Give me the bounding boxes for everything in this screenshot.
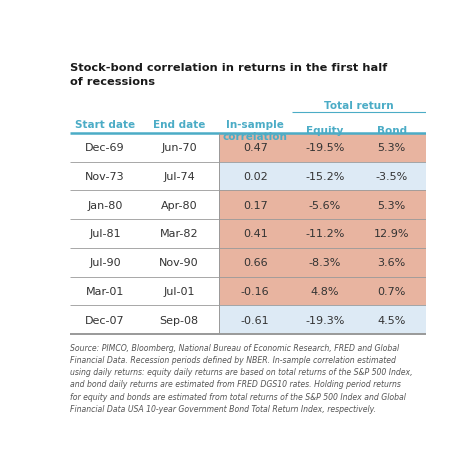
- Text: 0.41: 0.41: [243, 229, 268, 239]
- Text: 5.3%: 5.3%: [377, 143, 406, 153]
- Text: Apr-80: Apr-80: [161, 200, 198, 210]
- Text: Dec-07: Dec-07: [85, 315, 125, 325]
- Bar: [219, 162, 292, 191]
- Text: Mar-01: Mar-01: [86, 287, 124, 296]
- Bar: [358, 306, 426, 334]
- Bar: [358, 220, 426, 248]
- Text: Start date: Start date: [75, 120, 135, 129]
- Text: End date: End date: [153, 120, 205, 129]
- Text: Jun-70: Jun-70: [161, 143, 197, 153]
- Bar: [292, 133, 358, 162]
- Text: 5.3%: 5.3%: [377, 200, 406, 210]
- Bar: [292, 220, 358, 248]
- Text: 0.02: 0.02: [243, 172, 268, 182]
- Text: Jul-01: Jul-01: [164, 287, 195, 296]
- Text: Sep-08: Sep-08: [159, 315, 199, 325]
- Bar: [358, 191, 426, 220]
- Text: Jul-90: Jul-90: [89, 258, 121, 268]
- Text: Jan-80: Jan-80: [87, 200, 123, 210]
- Bar: [292, 306, 358, 334]
- Text: -0.61: -0.61: [241, 315, 270, 325]
- Bar: [219, 306, 292, 334]
- Bar: [292, 277, 358, 306]
- Bar: [358, 162, 426, 191]
- Bar: [292, 191, 358, 220]
- Bar: [292, 162, 358, 191]
- Text: -5.6%: -5.6%: [309, 200, 341, 210]
- Text: 0.66: 0.66: [243, 258, 268, 268]
- Text: Nov-73: Nov-73: [85, 172, 125, 182]
- Text: Jul-74: Jul-74: [163, 172, 195, 182]
- Text: Dec-69: Dec-69: [85, 143, 125, 153]
- Text: -3.5%: -3.5%: [376, 172, 408, 182]
- Bar: [219, 133, 292, 162]
- Text: Equity: Equity: [306, 126, 343, 136]
- Text: -8.3%: -8.3%: [309, 258, 341, 268]
- Text: -15.2%: -15.2%: [305, 172, 344, 182]
- Bar: [358, 277, 426, 306]
- Text: Mar-82: Mar-82: [160, 229, 199, 239]
- Bar: [358, 133, 426, 162]
- Bar: [292, 248, 358, 277]
- Text: 4.5%: 4.5%: [377, 315, 406, 325]
- Text: Nov-90: Nov-90: [159, 258, 199, 268]
- Bar: [219, 191, 292, 220]
- Text: Jul-81: Jul-81: [89, 229, 121, 239]
- Text: 3.6%: 3.6%: [377, 258, 406, 268]
- Text: 12.9%: 12.9%: [374, 229, 410, 239]
- Bar: [219, 248, 292, 277]
- Text: -11.2%: -11.2%: [305, 229, 344, 239]
- Bar: [358, 248, 426, 277]
- Text: Total return: Total return: [324, 100, 394, 110]
- Text: In-sample
correlation: In-sample correlation: [223, 120, 288, 142]
- Text: 4.8%: 4.8%: [311, 287, 339, 296]
- Text: -19.5%: -19.5%: [305, 143, 344, 153]
- Bar: [219, 277, 292, 306]
- Bar: [219, 220, 292, 248]
- Text: Bond: Bond: [377, 126, 407, 136]
- Text: 0.47: 0.47: [243, 143, 268, 153]
- Text: Source: PIMCO, Bloomberg, National Bureau of Economic Research, FRED and Global
: Source: PIMCO, Bloomberg, National Burea…: [70, 343, 413, 413]
- Text: 0.17: 0.17: [243, 200, 268, 210]
- Text: -19.3%: -19.3%: [305, 315, 344, 325]
- Text: -0.16: -0.16: [241, 287, 270, 296]
- Text: 0.7%: 0.7%: [377, 287, 406, 296]
- Text: Stock-bond correlation in returns in the first half
of recessions: Stock-bond correlation in returns in the…: [70, 63, 387, 86]
